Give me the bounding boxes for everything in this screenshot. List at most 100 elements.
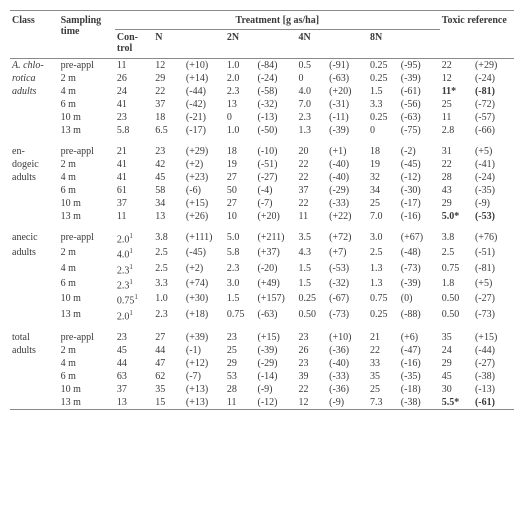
class-cell xyxy=(10,396,59,410)
header-2n: 2N xyxy=(225,30,297,59)
toxic-pct-cell: (+76) xyxy=(473,231,514,246)
table-row: rotica2 m2629(+14)2.0(-24)0(-63)0.25(-39… xyxy=(10,72,514,85)
toxic-pct-cell: (-27) xyxy=(473,292,514,307)
value-cell: 20 xyxy=(296,145,327,158)
sampling-cell: 4 m xyxy=(59,85,115,98)
value-cell: 37 xyxy=(296,184,327,197)
control-cell: 4.01 xyxy=(115,246,153,261)
value-cell: 3.3 xyxy=(368,98,399,111)
value-cell: 7.3 xyxy=(368,396,399,410)
value-cell: 25 xyxy=(225,344,256,357)
class-cell xyxy=(10,383,59,396)
toxic-value-cell: 29 xyxy=(440,197,473,210)
sampling-cell: 4 m xyxy=(59,171,115,184)
sampling-cell: 10 m xyxy=(59,292,115,307)
pct-cell: (-47) xyxy=(399,344,440,357)
table-row: 10 m3735(+13)28(-9)22(-36)25(-18)30(-13) xyxy=(10,383,514,396)
toxic-pct-cell: (-73) xyxy=(473,308,514,323)
control-cell: 21 xyxy=(115,145,153,158)
pct-cell: (-39) xyxy=(256,344,297,357)
toxic-value-cell: 5.5* xyxy=(440,396,473,410)
pct-cell: (-40) xyxy=(327,171,368,184)
pct-cell: (-63) xyxy=(399,111,440,124)
control-cell: 0.751 xyxy=(115,292,153,307)
value-cell: 2.0 xyxy=(225,72,256,85)
header-sampling: Sampling time xyxy=(59,11,115,59)
pct-cell: (-1) xyxy=(184,344,225,357)
control-cell: 41 xyxy=(115,98,153,111)
value-cell: 1.0 xyxy=(153,292,184,307)
pct-cell: (-21) xyxy=(184,111,225,124)
header-n: N xyxy=(153,30,225,59)
value-cell: 3.5 xyxy=(296,231,327,246)
sampling-cell: 6 m xyxy=(59,184,115,197)
sampling-cell: 10 m xyxy=(59,111,115,124)
control-cell: 2.01 xyxy=(115,308,153,323)
toxic-value-cell: 2.8 xyxy=(440,124,473,137)
toxic-pct-cell: (-27) xyxy=(473,357,514,370)
pct-cell: (-33) xyxy=(327,370,368,383)
control-cell: 2.31 xyxy=(115,262,153,277)
table-row: adults4 m4145(+23)27(-27)22(-40)32(-12)2… xyxy=(10,171,514,184)
pct-cell: (+26) xyxy=(184,210,225,223)
class-cell xyxy=(10,277,59,292)
pct-cell: (+1) xyxy=(327,145,368,158)
control-cell: 45 xyxy=(115,344,153,357)
toxic-value-cell: 11 xyxy=(440,111,473,124)
table-row: 10 m0.7511.0(+30)1.5(+157)0.25(-67)0.75(… xyxy=(10,292,514,307)
pct-cell: (-61) xyxy=(399,85,440,98)
class-cell: adults xyxy=(10,171,59,184)
pct-cell: (-48) xyxy=(399,246,440,261)
value-cell: 53 xyxy=(225,370,256,383)
group-spacer xyxy=(10,223,514,231)
pct-cell: (-9) xyxy=(327,396,368,410)
control-cell: 61 xyxy=(115,184,153,197)
pct-cell: (-45) xyxy=(399,158,440,171)
value-cell: 15 xyxy=(153,396,184,410)
class-cell: A. chlo- xyxy=(10,59,59,73)
value-cell: 0.25 xyxy=(368,308,399,323)
pct-cell: (+67) xyxy=(399,231,440,246)
value-cell: 18 xyxy=(368,145,399,158)
pct-cell: (-88) xyxy=(399,308,440,323)
table-row: 6 m4137(-42)13(-32)7.0(-31)3.3(-56)25(-7… xyxy=(10,98,514,111)
value-cell: 23 xyxy=(153,145,184,158)
toxic-pct-cell: (-81) xyxy=(473,85,514,98)
value-cell: 2.3 xyxy=(153,308,184,323)
pct-cell: (+15) xyxy=(256,331,297,344)
value-cell: 1.5 xyxy=(225,292,256,307)
value-cell: 3.0 xyxy=(225,277,256,292)
control-cell: 5.8 xyxy=(115,124,153,137)
value-cell: 34 xyxy=(153,197,184,210)
value-cell: 19 xyxy=(225,158,256,171)
pct-cell: (-56) xyxy=(399,98,440,111)
value-cell: 7.0 xyxy=(296,98,327,111)
control-cell: 24 xyxy=(115,85,153,98)
pct-cell: (+49) xyxy=(256,277,297,292)
toxic-value-cell: 28 xyxy=(440,171,473,184)
pct-cell: (-39) xyxy=(327,124,368,137)
toxic-pct-cell: (-61) xyxy=(473,396,514,410)
pct-cell: (+14) xyxy=(184,72,225,85)
pct-cell: (-91) xyxy=(327,59,368,73)
class-cell xyxy=(10,292,59,307)
value-cell: 0.25 xyxy=(296,292,327,307)
value-cell: 23 xyxy=(225,331,256,344)
toxic-pct-cell: (-57) xyxy=(473,111,514,124)
pct-cell: (-29) xyxy=(256,357,297,370)
pct-cell: (+13) xyxy=(184,396,225,410)
sampling-cell: 2 m xyxy=(59,246,115,261)
sampling-cell: 4 m xyxy=(59,262,115,277)
toxic-pct-cell: (+15) xyxy=(473,331,514,344)
sampling-cell: 10 m xyxy=(59,197,115,210)
toxic-value-cell: 2.5 xyxy=(440,246,473,261)
pct-cell: (+111) xyxy=(184,231,225,246)
pct-cell: (-33) xyxy=(327,197,368,210)
pct-cell: (-30) xyxy=(399,184,440,197)
pct-cell: (-45) xyxy=(184,246,225,261)
value-cell: 27 xyxy=(153,331,184,344)
value-cell: 45 xyxy=(153,171,184,184)
value-cell: 1.3 xyxy=(368,277,399,292)
value-cell: 21 xyxy=(368,331,399,344)
pct-cell: (-53) xyxy=(327,262,368,277)
